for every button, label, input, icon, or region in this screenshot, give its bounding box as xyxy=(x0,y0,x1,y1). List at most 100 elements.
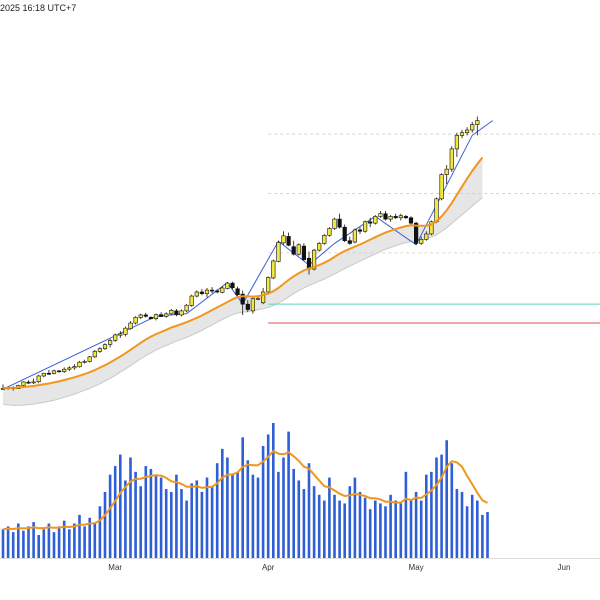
volume-bar xyxy=(409,500,413,558)
volume-bar xyxy=(42,529,46,558)
volume-bar xyxy=(440,454,443,558)
candle-body xyxy=(169,310,174,315)
volume-bar xyxy=(414,491,418,558)
candle-body xyxy=(276,242,281,262)
candle-body xyxy=(373,216,378,224)
volume-bar xyxy=(256,477,260,558)
candle-body xyxy=(204,289,210,294)
volume-bar xyxy=(486,512,489,558)
candle-body xyxy=(230,282,235,288)
candle-body xyxy=(347,240,352,244)
volume-bar xyxy=(68,529,71,558)
candle-body xyxy=(113,334,118,341)
candle-body xyxy=(352,229,358,243)
candle-body xyxy=(21,381,26,386)
candle-body xyxy=(332,218,337,229)
candle-body xyxy=(357,229,363,232)
volume-bar xyxy=(164,489,168,558)
candle-body xyxy=(388,216,393,220)
candle-body xyxy=(51,370,57,374)
volume-bar xyxy=(47,523,51,558)
candle-body xyxy=(255,298,261,300)
volume-bar xyxy=(57,526,61,558)
candle-body xyxy=(413,222,419,244)
volume-bar xyxy=(374,500,377,558)
volume-bar xyxy=(200,491,204,558)
volume-bar xyxy=(32,522,35,558)
candle-body xyxy=(210,289,215,292)
candle-body xyxy=(475,120,480,125)
candle-body xyxy=(429,221,434,235)
volume-bar xyxy=(185,500,188,558)
volume-bar xyxy=(11,532,15,558)
volume-bar xyxy=(333,494,336,558)
candle-body xyxy=(128,322,133,330)
volume-bar xyxy=(476,500,479,558)
volume-bar xyxy=(205,477,209,558)
candle-body xyxy=(153,314,159,320)
candle-body xyxy=(148,317,154,320)
candle-body xyxy=(41,372,46,377)
candle-body xyxy=(235,288,240,296)
volume-bar xyxy=(144,466,148,558)
volume-bar xyxy=(481,514,484,558)
volume-bar xyxy=(134,471,137,558)
volume-bar xyxy=(379,503,382,558)
candle-body xyxy=(194,291,199,297)
volume-bar xyxy=(119,454,122,558)
volume-bar xyxy=(190,483,193,558)
candle-body xyxy=(179,310,184,316)
volume-bar xyxy=(6,526,10,558)
x-tick-label: Jun xyxy=(558,563,571,572)
candle-body xyxy=(449,148,454,170)
x-tick-label: Apr xyxy=(262,563,275,572)
candle-body xyxy=(46,372,51,375)
x-tick-label: May xyxy=(409,563,424,572)
candle-body xyxy=(459,132,465,136)
candle-body xyxy=(143,314,148,317)
volume-bar xyxy=(302,489,306,558)
volume-bar xyxy=(307,463,311,558)
candle-body xyxy=(199,291,205,294)
candle-body xyxy=(470,124,475,131)
volume-ma-line xyxy=(2,449,488,531)
volume-bar xyxy=(460,491,464,558)
candle-body xyxy=(378,213,383,217)
volume-bar xyxy=(108,474,112,558)
volume-bar xyxy=(180,489,183,558)
volume-bar xyxy=(37,535,40,558)
volume-bar xyxy=(73,523,76,558)
candle-body xyxy=(67,367,72,370)
candle-body xyxy=(133,317,138,324)
volume-bar xyxy=(93,523,97,558)
candle-body xyxy=(87,356,92,362)
volume-bar xyxy=(297,480,301,558)
candle-body xyxy=(424,233,429,240)
volume-bar xyxy=(358,491,362,558)
volume-bar xyxy=(445,440,448,558)
candle-body xyxy=(250,298,256,312)
volume-bar xyxy=(149,468,153,558)
candle-body xyxy=(266,277,271,293)
candle-body xyxy=(408,217,414,224)
volume-bar xyxy=(348,486,352,558)
candle-body xyxy=(362,221,368,232)
volume-bar xyxy=(425,474,428,558)
candle-body xyxy=(62,368,67,372)
candle-body xyxy=(245,303,250,310)
candle-body xyxy=(31,381,36,384)
volume-bar xyxy=(129,457,132,558)
candle-body xyxy=(77,361,82,368)
volume-bar xyxy=(154,474,158,558)
volume-bar xyxy=(241,437,244,558)
volume-bar xyxy=(221,448,224,558)
volume-bar xyxy=(389,494,392,558)
candle-body xyxy=(225,282,230,289)
volume-bar xyxy=(175,474,178,558)
volume-bar xyxy=(277,471,280,558)
volume-bar xyxy=(27,526,30,558)
volume-bar xyxy=(384,506,387,558)
candle-body xyxy=(240,293,245,305)
volume-bar xyxy=(139,486,142,558)
